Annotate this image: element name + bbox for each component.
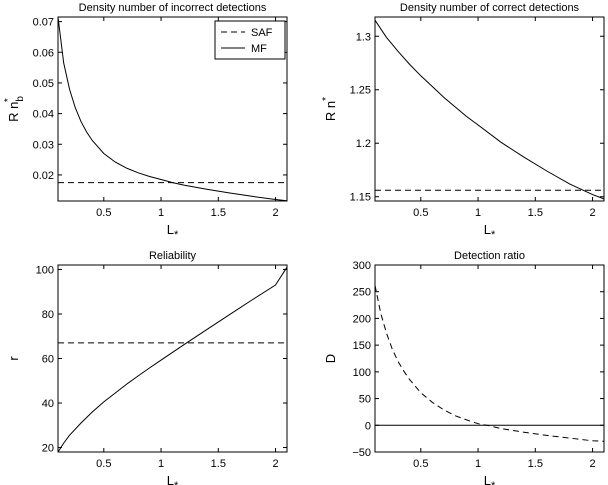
- y-tick-label: 1.25: [350, 85, 371, 97]
- legend: SAF MF: [214, 20, 286, 60]
- y-tick-label: 80: [42, 309, 54, 321]
- x-tick-label: 2: [589, 207, 595, 219]
- legend-box: [214, 20, 286, 60]
- y-axis-label: r: [6, 356, 21, 361]
- x-axis-label: L*: [167, 473, 179, 485]
- panel-3: 0.5 1 1.5 2 20 40 60 80 100 Reliability L* r: [6, 250, 288, 485]
- x-tick-label: 1.5: [528, 458, 543, 470]
- plot-frame: [374, 264, 605, 453]
- x-tick-label: 0.5: [96, 458, 111, 470]
- series-line-solid: [57, 16, 288, 202]
- x-tick-label: 2: [589, 458, 595, 470]
- y-axis-label: R n*: [321, 97, 338, 121]
- y-tick-label: −50: [352, 447, 371, 459]
- series-line-solid: [374, 19, 605, 200]
- series-line-solid: [57, 266, 288, 453]
- chart-title: Detection ratio: [454, 250, 525, 262]
- x-tick-label: 0.5: [413, 458, 428, 470]
- y-tick-label: 40: [42, 398, 54, 410]
- x-tick-label: 1: [475, 207, 481, 219]
- panel-1: 0.5 1 1.5 2 0.02 0.03 0.04 0.05 0.06 0.07 Density …: [3, 2, 288, 241]
- chart-title: Reliability: [149, 250, 197, 262]
- y-axis-label: R nb*: [3, 96, 26, 122]
- x-tick-label: 2: [272, 458, 278, 470]
- x-tick-label: 0.5: [96, 207, 111, 219]
- x-tick-label: 1.5: [528, 207, 543, 219]
- x-tick-label: 0.5: [413, 207, 428, 219]
- y-tick-label: 100: [353, 367, 371, 379]
- y-tick-label: 1.3: [356, 31, 371, 43]
- y-tick-label: 200: [353, 313, 371, 325]
- legend-label: SAF: [251, 27, 273, 39]
- x-tick-label: 1.5: [211, 207, 226, 219]
- x-tick-label: 1.5: [211, 458, 226, 470]
- panel-4: 0.5 1 1.5 2 −50 0 50 100 150 200 250 300 Detection r…: [323, 250, 605, 485]
- y-tick-label: 60: [42, 354, 54, 366]
- x-axis-label: L*: [484, 473, 496, 485]
- y-tick-label: 300: [353, 260, 371, 272]
- y-tick-label: 50: [359, 394, 371, 406]
- x-tick-label: 1: [158, 207, 164, 219]
- y-tick-label: 0: [365, 420, 371, 432]
- chart-title: Density number of incorrect detections: [79, 2, 267, 14]
- plot-frame: [374, 16, 605, 202]
- y-tick-label: 0.03: [33, 139, 54, 151]
- legend-label: MF: [251, 43, 267, 55]
- x-tick-label: 1: [158, 458, 164, 470]
- series-line-dashed: [374, 285, 605, 442]
- y-tick-label: 250: [353, 287, 371, 299]
- x-tick-label: 2: [272, 207, 278, 219]
- y-tick-label: 150: [353, 340, 371, 352]
- chart-title: Density number of correct detections: [400, 2, 580, 14]
- y-tick-label: 100: [36, 264, 54, 276]
- y-tick-label: 1.2: [356, 138, 371, 150]
- y-tick-label: 0.02: [33, 170, 54, 182]
- y-tick-label: 20: [42, 443, 54, 455]
- y-tick-label: 0.06: [33, 47, 54, 59]
- x-axis-label: L*: [167, 222, 179, 241]
- y-tick-label: 1.15: [350, 192, 371, 204]
- panel-2: 0.5 1 1.5 2 1.15 1.2 1.25 1.3 Density number of …: [321, 2, 605, 241]
- plot-frame: [57, 264, 288, 453]
- y-tick-label: 0.04: [33, 109, 54, 121]
- y-tick-label: 0.07: [33, 17, 54, 29]
- x-tick-label: 1: [475, 458, 481, 470]
- y-tick-label: 0.05: [33, 78, 54, 90]
- y-axis-label: D: [323, 354, 338, 363]
- x-axis-label: L*: [484, 222, 496, 241]
